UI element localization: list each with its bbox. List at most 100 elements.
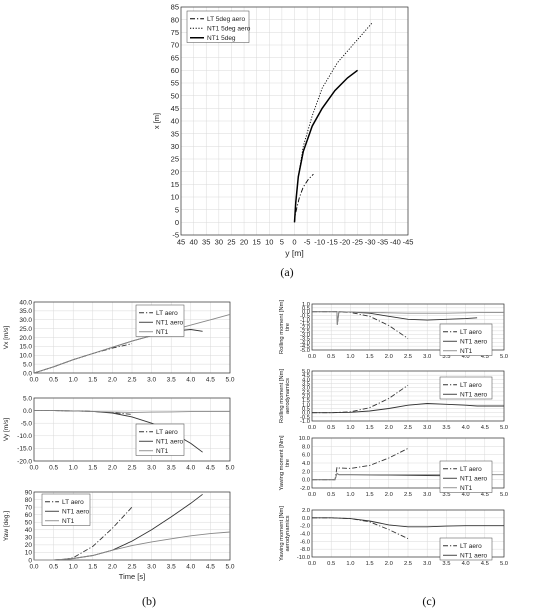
x-tick-label: 3.5 <box>167 377 176 384</box>
y-tick-label: 2.0 <box>302 394 310 400</box>
y-tick-label: -20.0 <box>17 458 32 465</box>
y-tick-label: 4.5 <box>302 373 310 379</box>
legend-box <box>41 493 91 526</box>
x-tick-label: 2.5 <box>127 465 136 472</box>
x-tick-label: 25 <box>227 238 235 247</box>
x-tick-label: 4.5 <box>206 465 215 472</box>
x-tick-label: 0.5 <box>327 354 335 360</box>
y-tick-label: -0.5 <box>300 415 310 421</box>
x-tick-label: 1.5 <box>88 377 97 384</box>
y-tick-label: 80 <box>25 497 33 504</box>
legend-entry: NT1 aero <box>460 476 487 483</box>
series-line-lt-aero <box>312 384 409 414</box>
y-tick-label: -15.0 <box>17 446 32 453</box>
x-tick-label: 2.0 <box>108 564 117 571</box>
x-tick-label: 3.5 <box>167 465 176 472</box>
x-tick-label: 35 <box>202 238 210 247</box>
y-tick-label: -2.0 <box>300 486 310 492</box>
x-tick-label: -15 <box>327 238 338 247</box>
y-tick-label: 1.0 <box>302 402 310 408</box>
x-tick-label: 2.5 <box>127 564 136 571</box>
y-tick-label: -4.0 <box>300 340 310 346</box>
y-tick-label: 30.0 <box>19 317 32 324</box>
legend-entry: NT1 <box>62 518 75 525</box>
x-tick-label: 2.0 <box>385 492 393 498</box>
x-tick-label: 5.0 <box>500 354 508 360</box>
legend-entry: NT1 <box>460 485 473 492</box>
x-tick-label: 3.5 <box>167 564 176 571</box>
y-axis-label: Yaw [deg.] <box>3 511 10 541</box>
legend-entry: LT aero <box>156 310 178 317</box>
y-tick-label: 5.0 <box>23 395 32 402</box>
x-tick-label: 3.0 <box>147 377 156 384</box>
legend-entry: LT aero <box>460 543 482 550</box>
y-tick-label: 40.0 <box>19 299 32 306</box>
legend-entry: NT1 aero <box>156 320 183 327</box>
legend-entry: NT1 <box>156 329 169 336</box>
series-line-nt1 <box>34 410 230 413</box>
panel-label-c: (c) <box>422 594 435 608</box>
y-tick-label: 0 <box>28 557 32 564</box>
x-tick-label: 0 <box>292 238 296 247</box>
x-tick-label: 5.0 <box>225 465 234 472</box>
x-tick-label: -45 <box>403 238 414 247</box>
y-tick-label: 25 <box>171 155 179 164</box>
chart-c1: 0.0 0.5 1.0 1.5 2.0 2.5 3.0 3.5 4.0 4.5 5.0-5.0-4.… <box>279 300 508 360</box>
y-tick-label: 1.0 <box>302 302 310 308</box>
plot-frame <box>311 303 505 351</box>
legend-entry: NT1 aero <box>62 509 89 516</box>
legend-entry: LT aero <box>460 466 482 473</box>
legend-entry: NT1 <box>460 348 473 355</box>
x-tick-label: 2.5 <box>404 354 412 360</box>
chart-a: 45 40 35 30 25 20 15 10 5 0 -5 -10 -15 -20 -25 -30 -35 -4… <box>152 3 413 258</box>
legend-entry: NT1 5deg aero <box>207 26 251 33</box>
x-tick-label: 5.0 <box>500 492 508 498</box>
x-tick-label: 4.5 <box>481 354 489 360</box>
legend-box <box>135 304 185 337</box>
x-tick-label: 20 <box>240 238 248 247</box>
x-tick-label: 45 <box>177 238 185 247</box>
plot-frame <box>33 301 231 374</box>
x-tick-label: 0.5 <box>49 465 58 472</box>
y-tick-label: 60 <box>171 66 179 75</box>
x-tick-label: 1.5 <box>366 492 374 498</box>
y-tick-label: 0 <box>175 218 179 227</box>
y-tick-label: 4.0 <box>302 461 310 467</box>
x-tick-label: 2.0 <box>385 354 393 360</box>
plot-frame <box>33 397 231 462</box>
x-tick-label: 0.5 <box>49 377 58 384</box>
y-tick-label: 5 <box>175 205 179 214</box>
plot-frame <box>311 509 505 558</box>
legend-box <box>439 460 493 493</box>
series-line-lt-aero <box>34 506 133 561</box>
x-tick-label: -20 <box>340 238 351 247</box>
y-tick-label: -4.0 <box>300 532 310 538</box>
y-tick-label: 2.0 <box>302 469 310 475</box>
y-tick-label: 25.0 <box>19 326 32 333</box>
x-tick-label: 4.5 <box>206 377 215 384</box>
chart-b2: 0.0 0.5 1.0 1.5 2.0 2.5 3.0 3.5 4.0 4.5 5.0 -20.0 -1… <box>3 395 235 471</box>
x-tick-label: 0.0 <box>308 561 316 567</box>
x-tick-label: 3.5 <box>442 492 450 498</box>
x-tick-label: 1.5 <box>366 561 374 567</box>
y-tick-label: 75 <box>171 28 179 37</box>
y-tick-label: 30 <box>25 535 33 542</box>
y-axis-label: Rolling moment [Nm] <box>279 300 285 355</box>
y-tick-label: 55 <box>171 79 179 88</box>
y-tick-label: -0.5 <box>300 314 310 320</box>
x-tick-label: 0.5 <box>327 561 335 567</box>
x-tick-label: 2.0 <box>385 425 393 431</box>
y-tick-label: 50 <box>171 91 179 100</box>
y-tick-label: -3.0 <box>300 333 310 339</box>
y-tick-label: 20 <box>171 167 179 176</box>
y-tick-label: -2.0 <box>300 325 310 331</box>
x-axis-label: y [m] <box>285 248 303 258</box>
y-axis-label: Rolling moment [Nm] <box>279 369 285 424</box>
y-tick-label: 0.0 <box>302 310 310 316</box>
legend-entry: LT aero <box>156 429 178 436</box>
x-tick-label: 3.0 <box>147 564 156 571</box>
x-tick-label: 1.5 <box>366 354 374 360</box>
y-tick-label: 15 <box>171 180 179 189</box>
x-tick-label: -40 <box>390 238 401 247</box>
y-tick-label: -5.0 <box>300 348 310 354</box>
